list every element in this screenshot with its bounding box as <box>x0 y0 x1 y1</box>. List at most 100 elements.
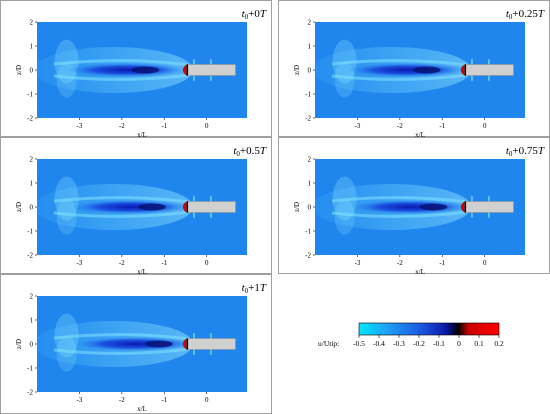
stagnation-region <box>182 64 187 76</box>
x-axis-label: x/L <box>415 268 425 276</box>
wake-core-dark <box>137 203 166 211</box>
wake-core <box>71 200 190 214</box>
x-tick-label: -3 <box>77 259 83 267</box>
time-label-offset: +0 <box>248 8 260 20</box>
x-tick-label: -2 <box>119 259 125 267</box>
y-axis-label: z/D <box>15 202 23 212</box>
y-tick-label: 2 <box>30 19 34 27</box>
y-tick-label: -2 <box>27 115 33 123</box>
colorbar-label: u/Utip: <box>318 339 339 348</box>
x-tick-label: -1 <box>161 396 167 404</box>
y-tick-label: 0 <box>30 67 34 75</box>
y-tick-label: -1 <box>27 228 33 236</box>
x-axis-label: x/L <box>137 405 147 413</box>
time-label: t0+0T <box>242 8 267 21</box>
x-axis-label: x/L <box>137 131 147 139</box>
x-tick-label: -1 <box>161 122 167 130</box>
y-tick-label: -1 <box>305 91 311 99</box>
y-tick-label: 1 <box>308 43 312 51</box>
panel-axes: 2 1 0 -1 -2 -3 -2 -1 0 x/L z/D <box>15 19 209 140</box>
x-axis-label: x/L <box>415 131 425 139</box>
time-label-sub: 0 <box>509 13 513 21</box>
hull-body <box>464 64 514 76</box>
wake-halo-left-lower <box>334 61 355 98</box>
time-label-T: T <box>538 8 545 20</box>
time-label-offset: +0.25 <box>512 8 538 20</box>
x-tick-label: -2 <box>119 122 125 130</box>
y-tick-label: 1 <box>30 43 34 51</box>
shear-layer-lower <box>53 73 188 81</box>
colorbar-tick-label: -0.3 <box>393 339 405 348</box>
panel-axes: 2 1 0 -1 -2 -3 -2 -1 0 x/L z/D <box>293 19 487 140</box>
y-tick-label: -1 <box>27 365 33 373</box>
panel-0: 210-1-2-3 -2 -1 0x/Lz/Dt0+0T <box>0 0 272 140</box>
y-tick-label: 1 <box>30 180 34 188</box>
time-label-T: T <box>260 145 267 157</box>
time-label-sub: 0 <box>245 13 249 21</box>
panel-axes: 2 1 0 -1 -2 -3 -2 -1 0 x/L z/D <box>15 293 209 414</box>
y-tick-label: -2 <box>27 389 33 397</box>
x-tick-label: -3 <box>77 122 83 130</box>
time-label: t0+0.5T <box>233 145 267 158</box>
wake-core-dark <box>412 66 441 74</box>
shear-layer-lower <box>331 210 466 218</box>
x-tick-label: 0 <box>205 122 209 130</box>
time-label-t: t <box>242 8 246 20</box>
time-label-offset: +1 <box>248 282 260 294</box>
x-tick-label: -2 <box>397 259 403 267</box>
time-label-T: T <box>538 145 545 157</box>
y-tick-label: -2 <box>305 115 311 123</box>
hull-body <box>464 201 514 213</box>
colorbar-tick-label: 0.2 <box>494 339 504 348</box>
y-tick-label: -1 <box>305 228 311 236</box>
shear-layer-upper <box>331 59 466 67</box>
hull-body <box>186 64 236 76</box>
colorbar-tick-label: -0.2 <box>413 339 425 348</box>
panel-3: 210-1-2-3 -2 -1 0x/Lz/Dt0+0.75T <box>278 137 550 276</box>
shear-layer-upper <box>53 333 188 341</box>
time-label-offset: +0.5 <box>240 145 260 157</box>
colorbar-tick-label: -0.1 <box>433 339 445 348</box>
hull-body <box>186 201 236 213</box>
y-tick-label: 2 <box>30 293 34 301</box>
panel-1: 210-1-2-3 -2 -1 0x/Lz/Dt0+0.25T <box>278 0 550 140</box>
y-tick-label: 2 <box>308 19 312 27</box>
x-tick-label: 0 <box>483 259 487 267</box>
x-tick-label: -1 <box>161 259 167 267</box>
time-label-t: t <box>242 282 246 294</box>
x-tick-label: -3 <box>355 122 361 130</box>
wake-core <box>75 337 194 351</box>
y-tick-label: 1 <box>30 317 34 325</box>
y-axis-label: z/D <box>293 65 301 75</box>
time-label-t: t <box>233 145 237 157</box>
colorbar-tick-label: -0.5 <box>353 339 365 348</box>
panel-axes: 2 1 0 -1 -2 -3 -2 -1 0 x/L z/D <box>15 156 209 277</box>
time-label-sub: 0 <box>236 150 240 158</box>
y-tick-label: 0 <box>308 204 312 212</box>
panel-4: 210-1-2-3 -2 -1 0x/Lz/Dt0+1T <box>0 274 272 414</box>
shear-layer-upper <box>53 196 188 204</box>
wake-core-dark <box>144 340 173 348</box>
stagnation-region <box>182 201 187 213</box>
wake-core <box>67 63 185 77</box>
time-label: t0+0.25T <box>506 8 545 21</box>
colorbar: u/Utip: -0.5 -0.4 -0.3 -0.2 -0.1 0 0.1 0.2 <box>318 322 504 348</box>
x-tick-label: -1 <box>439 122 445 130</box>
y-tick-label: 0 <box>30 204 34 212</box>
shear-layer-lower <box>53 347 188 355</box>
time-label-T: T <box>260 282 267 294</box>
colorbar-tick-label: 0 <box>457 339 461 348</box>
y-axis-label: z/D <box>293 202 301 212</box>
x-tick-label: 0 <box>205 259 209 267</box>
wake-core <box>351 200 470 214</box>
colorbar-tick-label: 0.1 <box>474 339 484 348</box>
hull-body <box>186 338 236 350</box>
wake-halo-left-lower <box>334 198 355 235</box>
colorbar-gradient <box>358 322 500 336</box>
time-label-sub: 0 <box>245 287 249 295</box>
x-axis-label: x/L <box>137 268 147 276</box>
time-label: t0+1T <box>242 282 267 295</box>
wake-core <box>347 63 466 77</box>
time-label-sub: 0 <box>509 150 513 158</box>
